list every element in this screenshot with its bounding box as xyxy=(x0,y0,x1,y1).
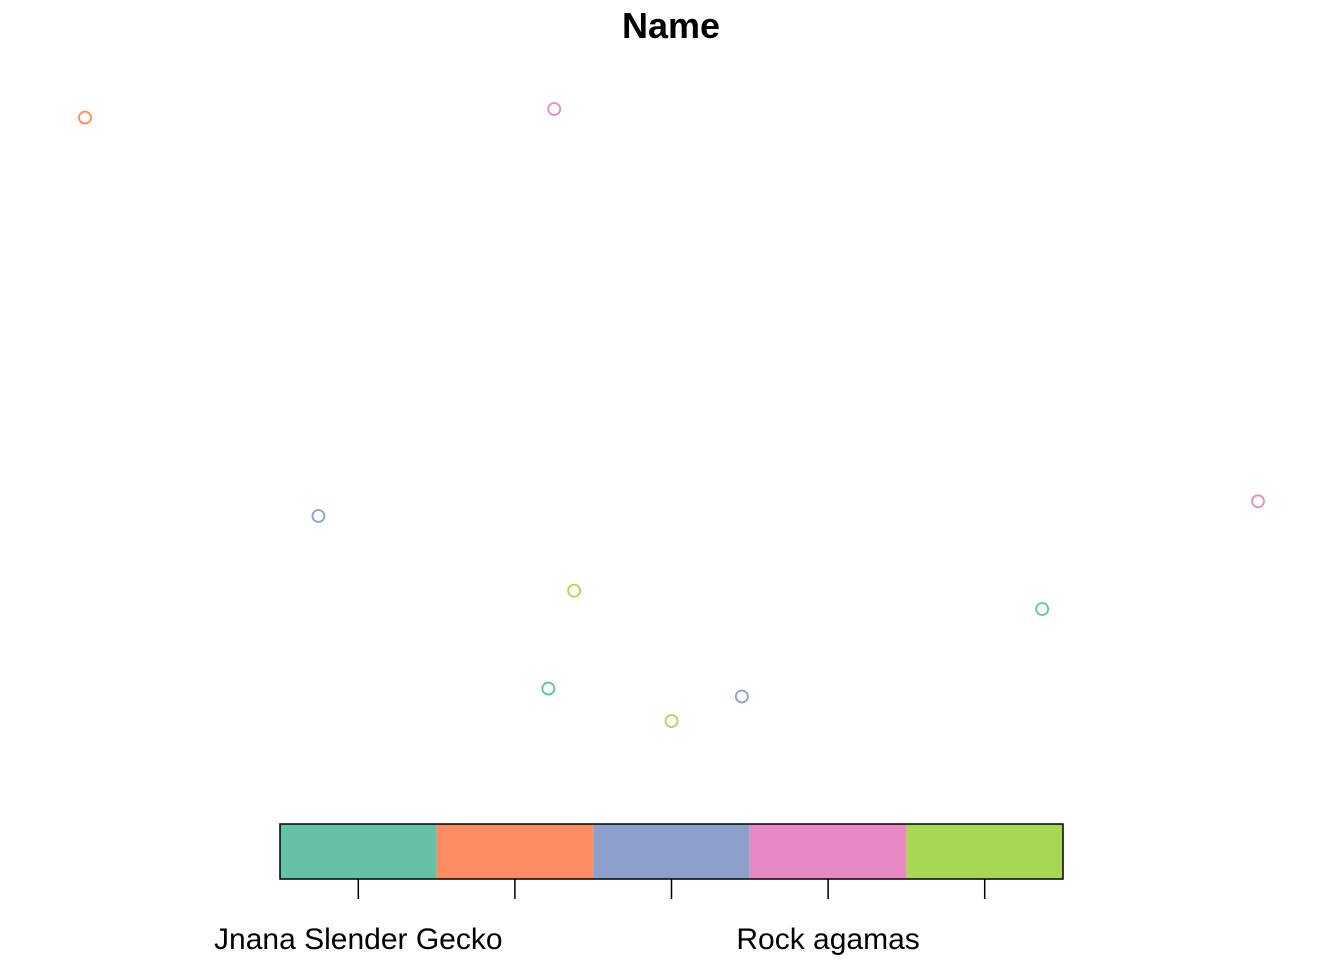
data-point-7 xyxy=(734,689,749,704)
legend-swatch-1 xyxy=(280,824,437,879)
points-layer xyxy=(78,102,1265,728)
legend-swatch-5 xyxy=(906,824,1063,879)
data-point-3 xyxy=(311,509,326,523)
chart-title: Name xyxy=(622,5,720,46)
data-point-2 xyxy=(547,102,562,116)
legend-label-2: Rock agamas xyxy=(736,923,919,956)
data-point-9 xyxy=(1251,494,1265,509)
data-point-6 xyxy=(664,714,679,728)
legend-swatch-2 xyxy=(436,824,594,879)
data-point-4 xyxy=(567,583,582,598)
legend-swatch-4 xyxy=(749,824,907,879)
legend-swatch-3 xyxy=(593,824,750,879)
data-point-8 xyxy=(1035,602,1050,616)
data-point-1 xyxy=(78,110,92,125)
legend-label-1: Jnana Slender Gecko xyxy=(214,923,503,956)
color-legend: Jnana Slender Gecko Rock agamas xyxy=(214,823,1064,956)
data-point-5 xyxy=(541,681,556,696)
